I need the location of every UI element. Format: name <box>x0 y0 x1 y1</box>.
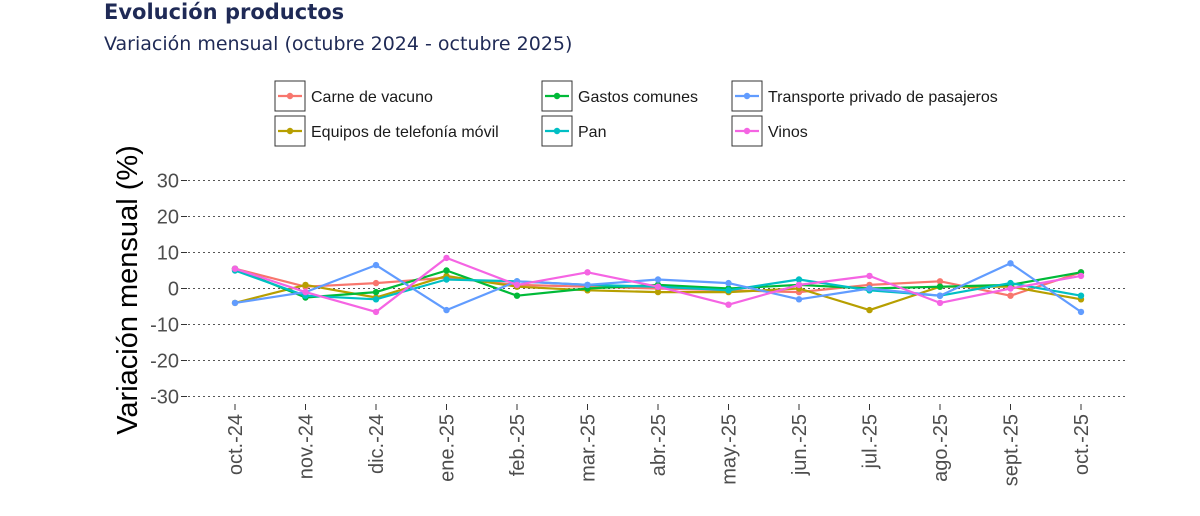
legend-label: Pan <box>578 124 606 141</box>
data-point <box>302 281 309 289</box>
chart-title: Evolución productos <box>104 0 345 24</box>
y-tick-label: 20 <box>157 207 179 229</box>
x-tick-label: abr.-25 <box>648 414 670 476</box>
legend-item: Gastos comunes <box>541 80 698 112</box>
legend: Carne de vacuno Equipos de telefonía móvi… <box>274 80 998 147</box>
data-point <box>443 276 450 283</box>
data-point <box>513 281 521 289</box>
data-point <box>936 278 944 285</box>
data-point <box>795 296 803 303</box>
legend-item: Equipos de telefonía móvil <box>274 115 499 147</box>
legend-key-point <box>743 92 751 100</box>
data-point <box>1007 292 1014 299</box>
data-point <box>654 288 662 296</box>
x-tick-label: may.-25 <box>719 414 741 485</box>
x-tick-label: oct.-25 <box>1071 414 1093 475</box>
data-point <box>654 276 662 283</box>
legend-label: Gastos comunes <box>578 89 698 106</box>
x-tick-label: mar.-25 <box>578 414 600 482</box>
legend-label: Vinos <box>768 124 808 141</box>
legend-item: Carne de vacuno <box>274 80 433 112</box>
x-tick-label: ago.-25 <box>930 414 952 482</box>
y-tick-label: -30 <box>150 387 179 409</box>
x-tick-label: jul.-25 <box>860 414 882 469</box>
data-point <box>1007 260 1014 267</box>
data-point <box>795 276 803 283</box>
data-point <box>866 285 873 292</box>
data-point <box>1077 308 1085 316</box>
legend-label: Carne de vacuno <box>311 89 433 106</box>
data-point <box>1007 279 1014 287</box>
data-point <box>372 296 380 303</box>
series-group <box>231 254 1085 316</box>
x-tick-label: jun.-25 <box>789 414 811 476</box>
chart-subtitle: Variación mensual (octubre 2024 - octubr… <box>104 33 573 55</box>
data-point <box>866 272 873 280</box>
legend-key-point <box>553 127 561 135</box>
data-point <box>443 267 450 274</box>
data-point <box>584 281 591 289</box>
data-point <box>725 287 732 294</box>
legend-key-point <box>553 92 561 100</box>
data-point <box>231 265 239 272</box>
data-point <box>443 254 450 262</box>
data-point <box>936 292 944 299</box>
data-point <box>231 299 239 307</box>
y-axis: 30 20 10 0 -10 -20 -30 <box>150 171 187 409</box>
data-point <box>725 279 732 287</box>
y-tick-label: 30 <box>157 171 179 193</box>
data-point <box>372 279 380 287</box>
series-vinos <box>231 254 1085 316</box>
legend-label: Equipos de telefonía móvil <box>311 124 499 141</box>
data-point <box>513 292 521 299</box>
x-tick-label: sept.-25 <box>1001 414 1023 486</box>
data-point <box>936 299 944 307</box>
y-tick-label: -10 <box>150 315 179 337</box>
grid-lines <box>188 180 1125 397</box>
x-tick-label: oct.-24 <box>225 414 247 475</box>
legend-item: Vinos <box>731 115 808 147</box>
x-tick-label: feb.-25 <box>507 414 529 476</box>
data-point <box>443 306 450 314</box>
legend-key-point <box>743 127 751 135</box>
data-point <box>372 308 380 316</box>
x-tick-label: nov.-24 <box>296 414 318 479</box>
legend-label: Transporte privado de pasajeros <box>768 89 998 106</box>
x-axis: oct.-24 nov.-24 dic.-24 ene.-25 feb.-25 mar.-… <box>225 404 1093 486</box>
data-point <box>795 281 803 289</box>
x-tick-label: dic.-24 <box>366 414 388 474</box>
data-point <box>372 261 380 269</box>
data-point <box>1077 272 1085 280</box>
data-point <box>866 306 873 314</box>
x-tick-label: ene.-25 <box>437 414 459 482</box>
data-point <box>584 269 591 276</box>
y-tick-label: 0 <box>168 279 179 301</box>
y-axis-label: Variación mensual (%) <box>112 145 144 435</box>
series-transporte-privado-de-pasajeros <box>231 260 1085 316</box>
legend-key-point <box>286 92 294 100</box>
data-point <box>725 301 732 308</box>
legend-item: Pan <box>541 115 606 147</box>
y-tick-label: 10 <box>157 243 179 265</box>
data-point <box>654 283 662 290</box>
data-point <box>1007 285 1014 292</box>
data-point <box>302 288 309 296</box>
data-point <box>372 288 380 296</box>
data-point <box>1077 292 1085 299</box>
legend-key-point <box>286 127 294 135</box>
legend-item: Transporte privado de pasajeros <box>731 80 998 112</box>
data-point <box>936 283 944 290</box>
y-tick-label: -20 <box>150 351 179 373</box>
